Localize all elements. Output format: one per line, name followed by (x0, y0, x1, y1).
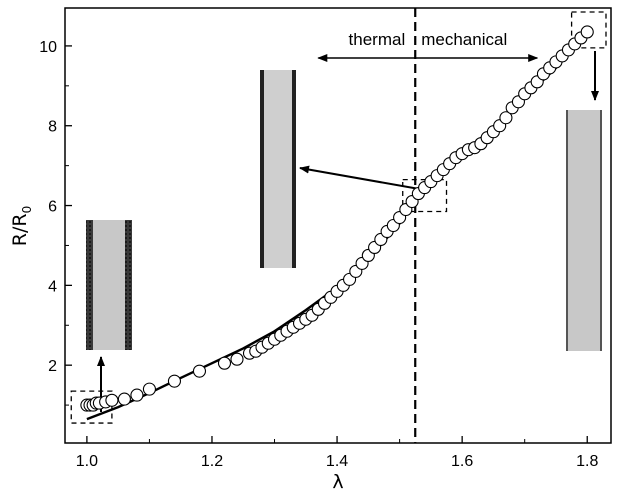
y-tick-label: 10 (39, 39, 57, 56)
y-tick-label: 4 (48, 278, 57, 295)
fiber-insulated-icon (86, 220, 132, 350)
y-axis-label-main: R/R (9, 213, 31, 246)
y-axis-label: R/R0 (9, 206, 34, 246)
data-point (105, 393, 119, 407)
zoom-box (402, 178, 448, 213)
data-point (167, 374, 182, 388)
x-tick-label: 1.0 (76, 453, 98, 470)
data-point (130, 388, 144, 402)
y-tick-label: 2 (48, 358, 57, 375)
fiber-partly-insulated-icon (260, 70, 296, 268)
fiber-bare-icon (566, 110, 602, 351)
data-point (230, 352, 244, 366)
x-tick-label: 1.8 (576, 453, 598, 470)
thermal-region-label: thermal (349, 30, 406, 49)
mechanical-region-label: mechanical (421, 30, 507, 49)
x-tick-label: 1.4 (326, 453, 348, 470)
data-point (192, 364, 207, 378)
data-point (580, 25, 594, 39)
y-axis-label-subscript: 0 (20, 206, 34, 214)
data-point (117, 392, 131, 406)
y-tick-label: 8 (48, 119, 57, 136)
x-tick-label: 1.2 (201, 453, 223, 470)
plot-frame (64, 7, 612, 444)
model-curve (86, 33, 589, 421)
data-point (217, 356, 232, 370)
y-tick-label: 6 (48, 199, 57, 216)
data-point (499, 111, 513, 125)
x-axis-label: λ (332, 471, 343, 493)
data-point (142, 382, 156, 396)
pointer-arrow-mid (299, 165, 426, 191)
x-tick-label: 1.6 (451, 453, 473, 470)
zoom-box (70, 390, 113, 424)
